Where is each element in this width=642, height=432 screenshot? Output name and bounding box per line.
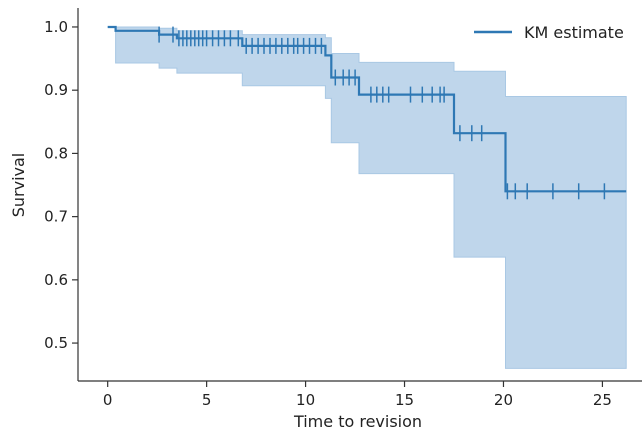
y-tick-label: 0.7 (44, 208, 68, 226)
confidence-band (107, 26, 627, 369)
censor-marks-layer (158, 26, 606, 200)
y-tick-layer: 0.5 0.6 0.7 0.8 0.9 1.0 (44, 18, 78, 352)
x-tick-label: 10 (296, 391, 315, 409)
x-tick-label: 15 (395, 391, 414, 409)
y-tick-label: 0.9 (44, 81, 68, 99)
y-tick-label: 0.5 (44, 334, 68, 352)
x-tick-label: 5 (202, 391, 212, 409)
confidence-band-layer (107, 26, 627, 369)
legend-label: KM estimate (524, 23, 624, 42)
y-tick-label: 0.8 (44, 144, 68, 162)
y-axis-title: Survival (9, 153, 28, 218)
x-tick-label: 20 (494, 391, 513, 409)
legend: KM estimate (474, 23, 624, 42)
y-tick-label: 0.6 (44, 271, 68, 289)
x-tick-label: 0 (103, 391, 113, 409)
x-axis-title: Time to revision (293, 412, 422, 431)
x-tick-layer: 0 5 10 15 20 25 (103, 381, 612, 409)
x-tick-label: 25 (593, 391, 612, 409)
y-tick-label: 1.0 (44, 18, 68, 36)
